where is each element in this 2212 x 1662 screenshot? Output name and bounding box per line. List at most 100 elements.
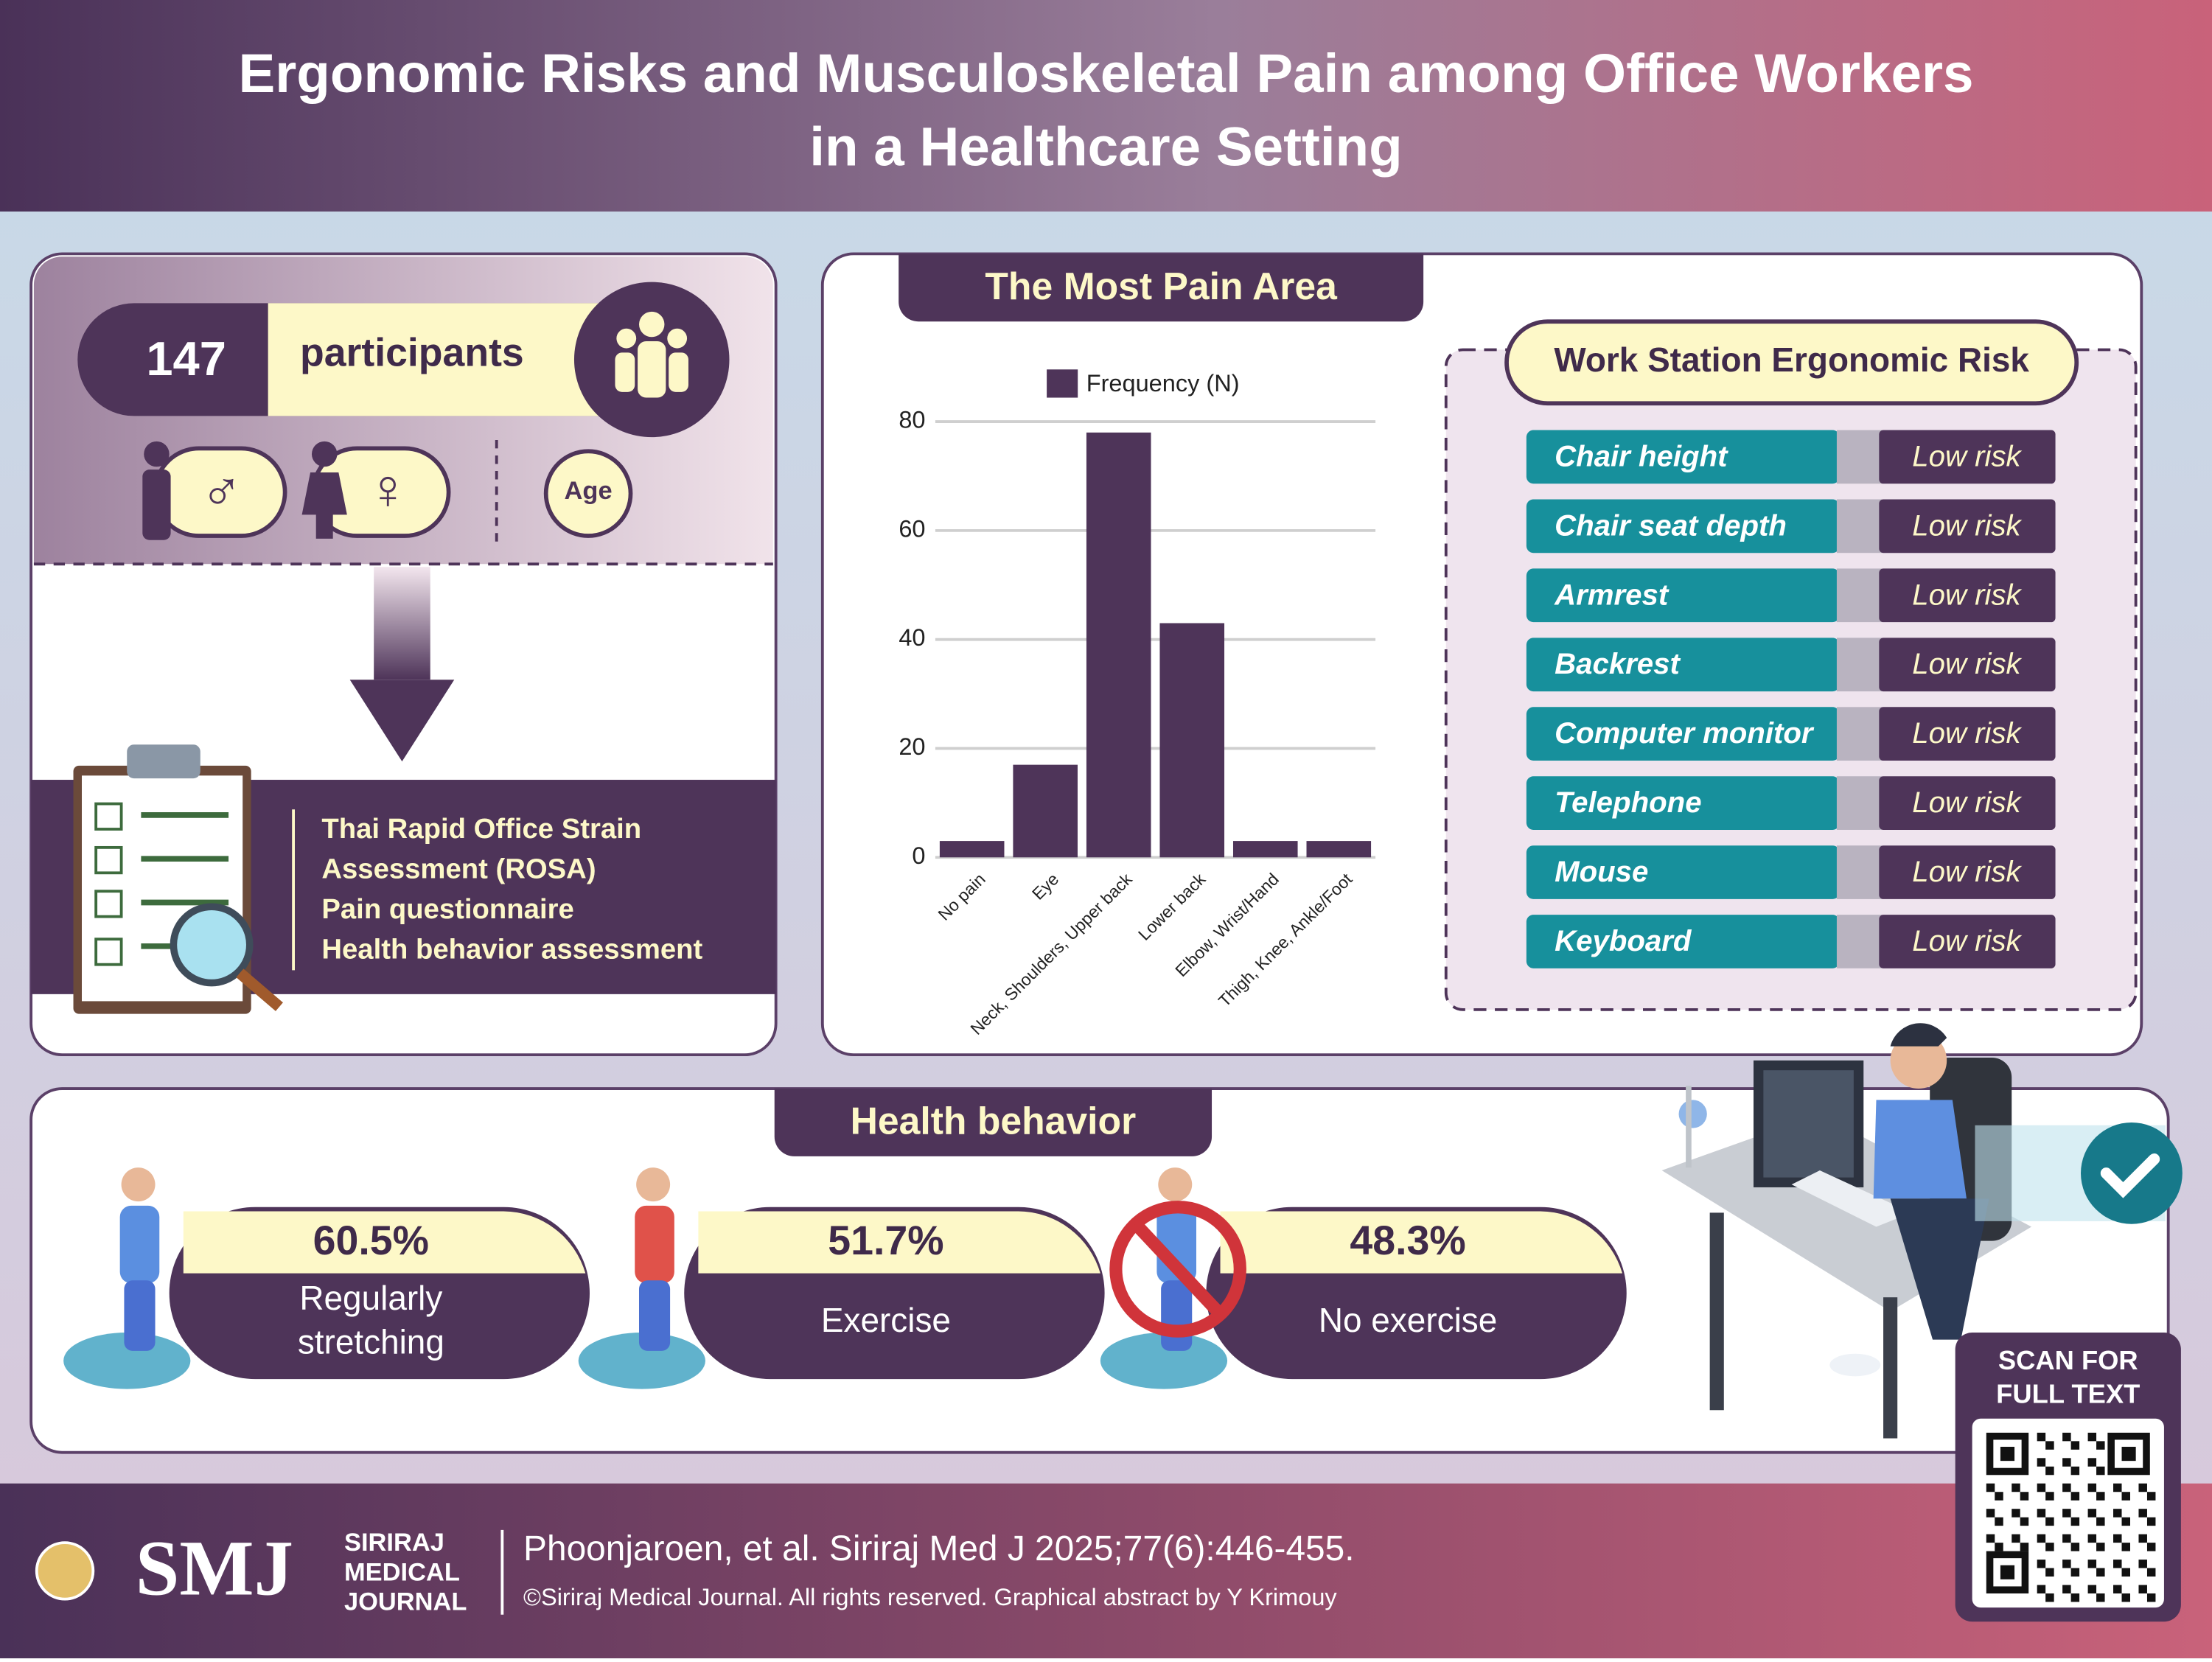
methods-list: Thai Rapid Office Strain Assessment (ROSA… bbox=[321, 813, 702, 966]
risk-item-box bbox=[1526, 430, 1840, 484]
legend-label: Frequency (N) bbox=[1086, 370, 1240, 397]
qr-module bbox=[2037, 1509, 2046, 1518]
risk-gap bbox=[1836, 707, 1883, 761]
risk-level-box bbox=[1879, 430, 2056, 484]
label-box bbox=[268, 303, 607, 416]
health-items: 60.5% Regularly stretching 51.7% Exercise 48.… bbox=[63, 1167, 1627, 1389]
qr-module bbox=[2045, 1441, 2054, 1450]
arrow-shaft bbox=[374, 567, 430, 680]
qr-text: SCAN FOR bbox=[1998, 1345, 2138, 1375]
qr-module bbox=[2096, 1543, 2105, 1551]
qr-module bbox=[2087, 1432, 2097, 1442]
behavior-label: Regularly bbox=[299, 1279, 442, 1317]
y-tick-label: 80 bbox=[899, 407, 925, 433]
figure-legs bbox=[1161, 1280, 1193, 1351]
qr-module bbox=[2062, 1509, 2071, 1518]
behavior-label: stretching bbox=[298, 1322, 444, 1361]
qr-module bbox=[2020, 1517, 2029, 1526]
risk-level-box bbox=[1879, 568, 2056, 623]
qr-module bbox=[2012, 1509, 2020, 1518]
qr-module bbox=[1995, 1543, 2003, 1551]
figure-head bbox=[121, 1167, 156, 1202]
qr-module bbox=[2012, 1483, 2020, 1492]
risk-level-box bbox=[1879, 845, 2056, 899]
no-sign-bar bbox=[1131, 1219, 1225, 1319]
qr-module bbox=[2062, 1483, 2071, 1492]
arrow-head bbox=[349, 680, 455, 762]
risk-gap bbox=[1836, 430, 1883, 484]
health-title-tab bbox=[774, 1089, 1213, 1156]
qr-module bbox=[2087, 1509, 2097, 1518]
qr-module bbox=[2037, 1432, 2046, 1442]
qr-module bbox=[2113, 1483, 2122, 1492]
qr-module bbox=[2045, 1466, 2054, 1476]
checkboxes bbox=[94, 802, 123, 966]
behavior-pill-top bbox=[1220, 1211, 1622, 1274]
qr-module bbox=[2138, 1534, 2147, 1543]
behavior-pill-top bbox=[698, 1211, 1100, 1274]
logo: SMJ bbox=[136, 1526, 293, 1613]
qr-module bbox=[2138, 1585, 2147, 1593]
risk-gap bbox=[1836, 499, 1883, 554]
risk-item: Keyboard bbox=[1555, 924, 1692, 957]
y-tick-label: 40 bbox=[899, 624, 925, 651]
y-tick-label: 60 bbox=[899, 515, 925, 542]
risk-item: Mouse bbox=[1555, 855, 1648, 888]
figure-head bbox=[1158, 1167, 1193, 1202]
people-figures bbox=[615, 311, 688, 398]
female-symbol: ♀ bbox=[367, 458, 409, 521]
qr-module bbox=[2096, 1593, 2105, 1602]
risk-level-box bbox=[1879, 638, 2056, 692]
qr-module bbox=[1995, 1492, 2003, 1501]
qr-module bbox=[2020, 1492, 2029, 1501]
citation: Phoonjaroen, et al. Siriraj Med J 2025;7… bbox=[523, 1529, 1355, 1568]
title: Ergonomic Risks and Musculoskeletal Pain… bbox=[238, 42, 1973, 104]
risk-item: Chair height bbox=[1555, 439, 1728, 472]
risk-level: Low risk bbox=[1912, 439, 2022, 472]
qr-module bbox=[2096, 1466, 2105, 1476]
risk-level: Low risk bbox=[1912, 578, 2022, 611]
behavior-label: No exercise bbox=[1319, 1301, 1497, 1339]
qr-module bbox=[2045, 1543, 2054, 1551]
male-symbol: ♂ bbox=[200, 458, 243, 521]
qr-module bbox=[2087, 1534, 2097, 1543]
header-bar bbox=[0, 0, 2212, 212]
risk-rows: Chair height Low risk Chair seat depth Low … bbox=[1526, 430, 2056, 968]
figure-shadow bbox=[1100, 1333, 1228, 1389]
qr-module bbox=[2070, 1517, 2080, 1526]
qr-module bbox=[2113, 1585, 2122, 1593]
magnifier-handle bbox=[236, 968, 283, 1011]
bar bbox=[1232, 841, 1298, 858]
qr-module bbox=[2113, 1534, 2122, 1543]
qr-pattern bbox=[1986, 1432, 2156, 1602]
qr-module bbox=[2037, 1483, 2046, 1492]
risk-level-box bbox=[1879, 776, 2056, 830]
behavior-percent: 60.5% bbox=[313, 1218, 429, 1263]
risk-item-box bbox=[1526, 499, 1840, 554]
risk-item: Armrest bbox=[1554, 578, 1670, 611]
risk-gap bbox=[1836, 638, 1883, 692]
qr-module bbox=[2070, 1466, 2080, 1476]
chart-title: The Most Pain Area bbox=[985, 265, 1338, 307]
qr-module bbox=[2012, 1534, 2020, 1543]
qr-module bbox=[2138, 1483, 2147, 1492]
participant-label: participants bbox=[300, 330, 524, 374]
qr-module bbox=[2070, 1441, 2080, 1450]
qr-module bbox=[2037, 1560, 2046, 1568]
figure-body bbox=[635, 1205, 674, 1284]
qr-module bbox=[2146, 1568, 2156, 1577]
qr-module bbox=[2146, 1492, 2156, 1501]
qr-module bbox=[2146, 1543, 2156, 1551]
qr-module bbox=[2121, 1593, 2130, 1602]
title: in a Healthcare Setting bbox=[809, 115, 1402, 177]
magnifier bbox=[170, 903, 254, 987]
desk-illustration bbox=[1661, 1023, 2183, 1439]
qr-finder-core bbox=[2121, 1447, 2136, 1462]
qr-module bbox=[2037, 1585, 2046, 1593]
qr-module bbox=[2062, 1585, 2071, 1593]
behavior-percent: 51.7% bbox=[828, 1218, 943, 1263]
qr-module bbox=[2070, 1593, 2080, 1602]
behavior-pill-top bbox=[183, 1211, 586, 1274]
bar bbox=[1159, 623, 1225, 858]
risk-gap bbox=[1836, 845, 1883, 899]
